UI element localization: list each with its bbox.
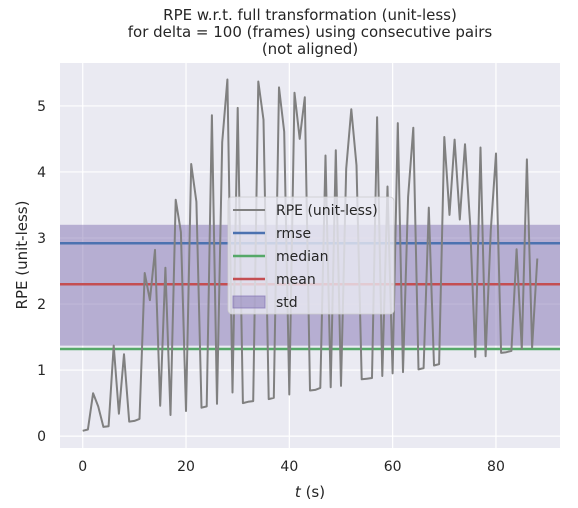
- y-tick-label: 5: [37, 99, 46, 115]
- y-tick-labels: 0 1 2 3 4 5: [37, 99, 46, 445]
- legend-label: RPE (unit-less): [276, 203, 378, 219]
- title-line-2: for delta = 100 (frames) using consecuti…: [128, 23, 493, 41]
- x-tick-labels: 0 20 40 60 80: [78, 459, 505, 475]
- y-tick-label: 3: [37, 231, 46, 247]
- chart-title: RPE w.r.t. full transformation (unit-les…: [128, 6, 493, 58]
- legend: RPE (unit-less) rmse median mean std: [228, 197, 394, 314]
- title-line-1: RPE w.r.t. full transformation (unit-les…: [163, 6, 457, 24]
- y-axis-label: RPE (unit-less): [13, 201, 31, 310]
- y-tick-label: 4: [37, 165, 46, 181]
- x-tick-label: 0: [78, 459, 87, 475]
- legend-label: median: [276, 249, 328, 265]
- x-tick-label: 60: [384, 459, 402, 475]
- title-line-3: (not aligned): [262, 40, 358, 58]
- y-tick-label: 0: [37, 429, 46, 445]
- x-axis-label-unit: (s): [301, 483, 325, 501]
- x-tick-label: 20: [177, 459, 195, 475]
- y-tick-label: 1: [37, 363, 46, 379]
- x-tick-label: 40: [280, 459, 298, 475]
- legend-label: std: [276, 295, 298, 311]
- legend-swatch: [233, 296, 265, 308]
- y-tick-label: 2: [37, 297, 46, 313]
- x-tick-label: 80: [487, 459, 505, 475]
- legend-label: mean: [276, 272, 316, 288]
- x-axis-label: t (s): [295, 483, 325, 501]
- legend-label: rmse: [276, 226, 311, 242]
